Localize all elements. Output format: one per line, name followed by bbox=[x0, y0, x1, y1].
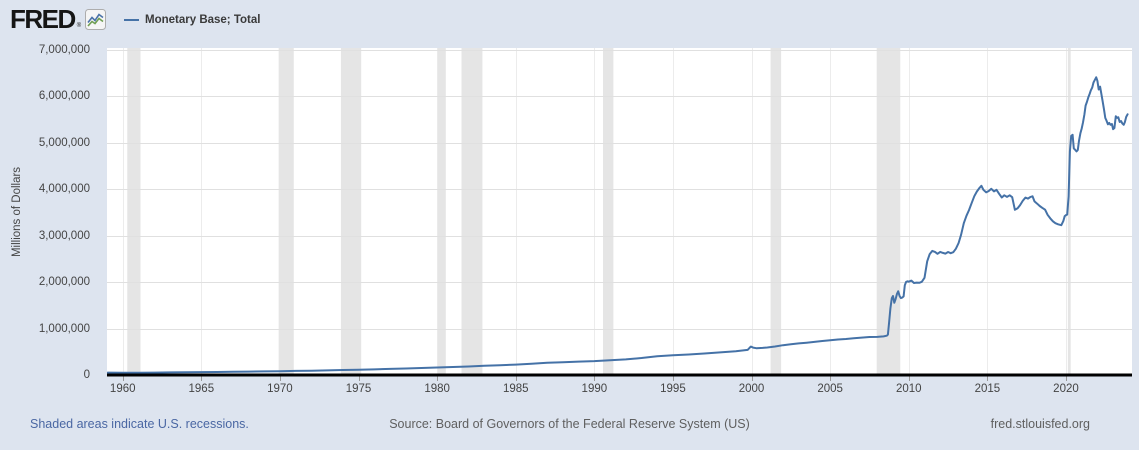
y-tick-label: 5,000,000 bbox=[38, 136, 90, 149]
recession-band bbox=[437, 48, 446, 374]
x-tick-label: 1965 bbox=[188, 383, 215, 395]
source-text: Source: Board of Governors of the Federa… bbox=[389, 417, 750, 431]
x-tick-label: 1985 bbox=[502, 383, 529, 395]
x-tick-label: 1980 bbox=[424, 383, 450, 395]
legend-line-swatch bbox=[124, 19, 139, 21]
legend-label: Monetary Base; Total bbox=[145, 14, 261, 26]
fred-logo-text: FRED bbox=[10, 4, 76, 34]
registered-trademark-symbol: ® bbox=[76, 23, 82, 29]
x-tick-label: 1960 bbox=[109, 383, 136, 395]
x-tick-label: 2015 bbox=[974, 383, 1001, 395]
x-tick-label: 1990 bbox=[581, 383, 608, 395]
x-tick-label: 2000 bbox=[738, 383, 765, 395]
x-tick-label: 1970 bbox=[267, 383, 293, 395]
y-tick-label: 6,000,000 bbox=[38, 90, 90, 103]
y-tick-label: 7,000,000 bbox=[38, 44, 90, 56]
recession-band bbox=[1067, 48, 1071, 374]
x-axis-line bbox=[107, 373, 1132, 377]
y-tick-label: 0 bbox=[83, 369, 90, 381]
x-tick-label: 1975 bbox=[345, 383, 372, 395]
x-tick-label: 2010 bbox=[895, 383, 922, 395]
x-tick-label: 2005 bbox=[817, 383, 843, 395]
recession-band bbox=[461, 48, 483, 374]
recession-band bbox=[127, 48, 141, 374]
y-tick-label: 1,000,000 bbox=[38, 322, 90, 335]
recession-note-link[interactable]: Shaded areas indicate U.S. recessions. bbox=[30, 417, 249, 431]
plot-background bbox=[107, 48, 1132, 375]
chart-footer: Shaded areas indicate U.S. recessions. S… bbox=[0, 417, 1139, 435]
series-line bbox=[107, 76, 1129, 374]
recession-band bbox=[278, 48, 294, 374]
chart-legend: Monetary Base; Total bbox=[124, 12, 260, 28]
fred-logo[interactable]: FRED ® bbox=[10, 4, 107, 34]
recession-band bbox=[876, 48, 901, 374]
recession-band bbox=[602, 48, 614, 374]
y-tick-label: 4,000,000 bbox=[38, 183, 90, 196]
recession-band bbox=[770, 48, 782, 374]
chart-plot[interactable] bbox=[107, 48, 1132, 382]
site-link[interactable]: fred.stlouisfed.org bbox=[990, 417, 1090, 431]
fred-logo-chart-icon bbox=[85, 8, 107, 30]
y-tick-label: 2,000,000 bbox=[38, 276, 90, 289]
x-tick-label: 2020 bbox=[1053, 383, 1079, 395]
recession-band bbox=[340, 48, 362, 374]
chart-header: FRED ® bbox=[10, 4, 107, 34]
y-axis-title: Millions of Dollars bbox=[11, 166, 23, 258]
x-tick-label: 1995 bbox=[660, 383, 686, 395]
y-tick-label: 3,000,000 bbox=[38, 229, 90, 242]
